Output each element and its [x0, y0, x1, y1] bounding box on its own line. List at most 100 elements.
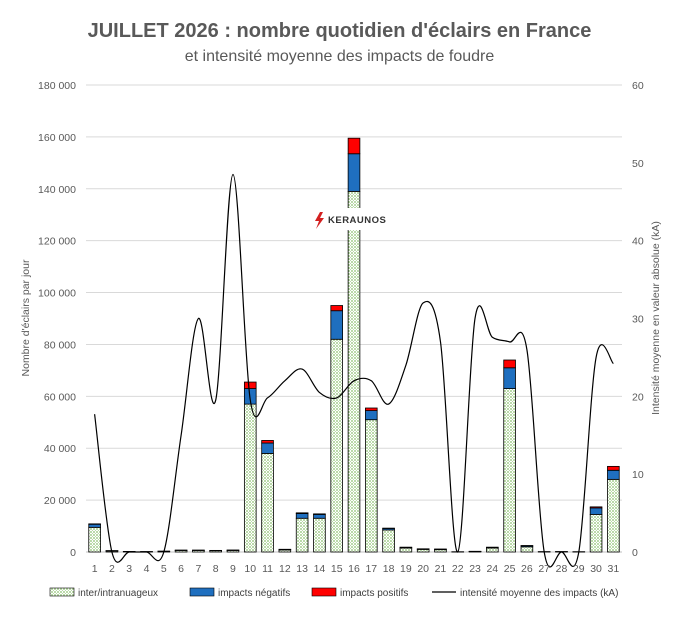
bar-segment [295, 513, 309, 519]
y2-tick-label: 60 [632, 80, 644, 92]
x-tick-label: 10 [244, 563, 256, 575]
x-tick-label: 6 [178, 563, 184, 575]
y-tick-label: 20 000 [44, 495, 76, 507]
bar-segment [330, 338, 343, 553]
x-tick-label: 5 [161, 563, 167, 575]
x-tick-label: 22 [452, 563, 464, 575]
bar-segment [503, 359, 516, 369]
y-tick-label: 0 [70, 547, 76, 559]
x-tick-label: 20 [417, 563, 429, 575]
x-tick-label: 29 [573, 563, 585, 575]
y-tick-label: 60 000 [44, 391, 76, 403]
y2-axis-ticks: 0 10 20 30 40 50 60 [632, 80, 644, 559]
y2-tick-label: 40 [632, 236, 644, 248]
bar-segment [607, 478, 620, 553]
y-tick-label: 100 000 [38, 288, 76, 300]
x-tick-label: 26 [521, 563, 533, 575]
y-axis-title: Nombre d'éclairs par jour [20, 259, 32, 376]
chart-title: JUILLET 2026 : nombre quotidien d'éclair… [87, 20, 592, 42]
x-tick-label: 27 [538, 563, 550, 575]
bar-segment [347, 137, 361, 155]
y-tick-label: 40 000 [44, 443, 76, 455]
y-tick-label: 180 000 [38, 80, 76, 92]
y-tick-label: 160 000 [38, 132, 76, 144]
legend-label: impacts négatifs [218, 588, 290, 599]
x-tick-label: 28 [556, 563, 568, 575]
bar-segment [330, 305, 343, 312]
x-tick-label: 18 [383, 563, 395, 575]
bar-segment [589, 513, 603, 553]
x-tick-label: 4 [144, 563, 150, 575]
legend-label: impacts positifs [340, 588, 408, 599]
x-tick-label: 13 [296, 563, 308, 575]
x-tick-label: 9 [230, 563, 236, 575]
bar-segment [330, 310, 343, 340]
bar-segment [243, 381, 257, 389]
bar-segment [503, 388, 516, 553]
x-tick-label: 2 [109, 563, 115, 575]
bar-segment [347, 153, 361, 192]
bar-segment [503, 367, 516, 389]
bar-segment [313, 517, 326, 553]
bar-segment [295, 512, 309, 515]
x-tick-label: 24 [486, 563, 498, 575]
legend-label: inter/intranuageux [78, 588, 158, 599]
bar-segment [243, 403, 257, 553]
keraunos-logo: KERAUNOS [310, 208, 402, 230]
x-tick-label: 21 [435, 563, 447, 575]
bars-layer [88, 137, 620, 553]
bar-segment [313, 513, 326, 519]
y2-tick-label: 50 [632, 158, 644, 170]
bar-segment [261, 453, 274, 553]
y2-tick-label: 10 [632, 469, 644, 481]
legend-label: intensité moyenne des impacts (kA) [460, 588, 618, 599]
legend-swatch [49, 587, 75, 597]
bar-segment [486, 547, 499, 553]
bar-segment [88, 523, 101, 528]
x-tick-label: 16 [348, 563, 360, 575]
y2-tick-label: 0 [632, 547, 638, 559]
bar-segment [589, 507, 603, 515]
bar-segment [607, 465, 620, 471]
bar-segment [399, 547, 413, 553]
bar-segment [365, 407, 378, 412]
bar-segment [295, 517, 309, 553]
x-tick-label: 11 [262, 563, 273, 575]
x-axis-ticks: 1 2 3 4 5 6 7 8 9 10 11 12 13 14 15 16 17 18 19 20 21 22 23 24 2… [92, 563, 620, 575]
y-tick-label: 120 000 [38, 236, 76, 248]
bar-segment [589, 506, 603, 509]
x-tick-label: 8 [213, 563, 219, 575]
x-tick-label: 14 [314, 563, 326, 575]
x-tick-label: 15 [331, 563, 343, 575]
x-tick-label: 12 [279, 563, 291, 575]
bar-segment [347, 190, 361, 553]
legend-swatch [189, 587, 215, 597]
x-tick-label: 31 [608, 563, 620, 575]
x-tick-label: 19 [400, 563, 412, 575]
x-tick-label: 30 [590, 563, 602, 575]
bar-segment [365, 419, 378, 553]
legend-swatch [311, 587, 337, 597]
legend: inter/intranuageux impacts négatifs impact… [49, 587, 618, 599]
series-line-intensite [94, 173, 614, 568]
lightning-bolt-icon [315, 212, 324, 229]
y-tick-label: 80 000 [44, 339, 76, 351]
bar-segment [88, 526, 101, 553]
y2-tick-label: 30 [632, 314, 644, 326]
x-tick-label: 25 [504, 563, 516, 575]
bar-segment [261, 440, 274, 444]
chart-subtitle: et intensité moyenne des impacts de foud… [184, 48, 495, 65]
y-tick-label: 140 000 [38, 184, 76, 196]
y-axis-ticks: 0 20 000 40 000 60 000 80 000 100 000 120 000 1… [38, 80, 76, 559]
y2-tick-label: 20 [632, 391, 644, 403]
x-tick-label: 23 [469, 563, 481, 575]
bar-segment [261, 442, 274, 454]
x-tick-label: 1 [92, 563, 98, 575]
x-tick-label: 7 [195, 563, 201, 575]
x-tick-label: 3 [126, 563, 132, 575]
bar-segment [365, 410, 378, 421]
y2-axis-title: Intensité moyenne en valeur absolue (kA) [650, 221, 662, 415]
bar-segment [313, 513, 326, 515]
